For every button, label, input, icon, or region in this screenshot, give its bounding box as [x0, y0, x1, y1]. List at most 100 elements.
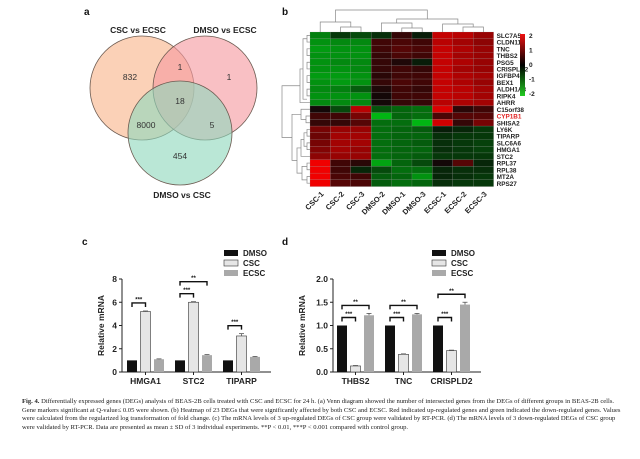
heatmap-cell — [452, 72, 474, 80]
heatmap-cell — [391, 45, 413, 53]
heatmap-cell — [411, 172, 433, 180]
heatmap-cell — [452, 125, 474, 133]
heatmap-cell — [330, 31, 351, 39]
heatmap-cell — [473, 119, 494, 127]
heatmap-cell — [473, 65, 494, 73]
heatmap-cell — [350, 52, 372, 60]
heatmap-row-label: RIPK4 — [497, 93, 516, 100]
heatmap-cell — [391, 159, 413, 167]
legend-label-ecsc: ECSC — [243, 269, 265, 278]
y-tick-label: 0.5 — [316, 344, 328, 354]
heatmap-cell — [391, 38, 413, 46]
heatmap-cell — [350, 166, 372, 174]
venn-count-3: 1 — [227, 72, 232, 82]
heatmap-row-label: RPL37 — [497, 161, 517, 168]
heatmap-cell — [473, 179, 494, 187]
heatmap-cell — [330, 152, 351, 160]
heatmap-cell — [473, 166, 494, 174]
bar-dmso — [175, 360, 185, 372]
heatmap-cell — [309, 166, 331, 174]
heatmap-cell — [330, 125, 351, 133]
heatmap-cell — [473, 125, 494, 133]
heatmap-cell — [452, 159, 474, 167]
venn-circle-3 — [127, 80, 233, 186]
heatmap-cell — [432, 58, 453, 66]
heatmap-cell — [432, 52, 453, 60]
heatmap-cell — [371, 65, 392, 73]
legend-swatch-csc — [431, 259, 447, 267]
bar-csc — [140, 311, 151, 373]
venn-count-1: 832 — [123, 72, 137, 82]
legend-swatch-ecsc — [432, 270, 446, 276]
x-tick-label: STC2 — [183, 376, 205, 386]
heatmap-cell — [452, 38, 474, 46]
colorbar-tick-label: -1 — [529, 77, 535, 84]
y-tick-label: 0 — [112, 367, 117, 377]
heatmap-cell — [350, 38, 372, 46]
heatmap-cell — [473, 31, 494, 39]
heatmap-cell — [411, 139, 433, 147]
heatmap-cell — [452, 58, 474, 66]
heatmap-cell — [452, 179, 474, 187]
heatmap-cell — [371, 119, 392, 127]
heatmap-row-label: RPS27 — [497, 181, 518, 188]
heatmap-cell — [432, 139, 453, 147]
significance-bracket — [437, 316, 453, 322]
heatmap-cell — [473, 172, 494, 180]
heatmap-cell — [473, 139, 494, 147]
heatmap-cell — [432, 179, 453, 187]
heatmap-cell — [391, 105, 413, 113]
heatmap-cell — [350, 31, 372, 39]
bar-dmso — [337, 325, 347, 372]
heatmap-cell — [391, 92, 413, 100]
dendrogram-branch — [381, 22, 413, 32]
heatmap-cell — [452, 78, 474, 86]
heatmap-cell — [350, 112, 372, 120]
heatmap-cell — [452, 31, 474, 39]
heatmap-cell — [350, 92, 372, 100]
heatmap-row-label: CLDN11 — [497, 40, 522, 47]
heatmap-row-label: THBS2 — [497, 53, 518, 60]
heatmap-cell — [371, 159, 392, 167]
heatmap-cell — [411, 31, 433, 39]
heatmap-row-label: CRISPLD2 — [497, 67, 529, 74]
bar-csc — [236, 335, 247, 373]
panel-letter-d: d — [282, 237, 288, 248]
heatmap-cell — [452, 139, 474, 147]
heatmap-cell — [371, 105, 392, 113]
heatmap-cell — [330, 78, 351, 86]
heatmap-cell — [432, 119, 453, 127]
legend-swatch-dmso — [432, 250, 446, 256]
heatmap-cell — [411, 72, 433, 80]
heatmap-cell — [371, 92, 392, 100]
heatmap-cell — [432, 146, 453, 154]
heatmap-column-label: CSC-1 — [303, 190, 325, 212]
heatmap-cell — [411, 132, 433, 140]
heatmap-cell — [473, 92, 494, 100]
heatmap-cell — [432, 45, 453, 53]
bar-ecsc — [364, 315, 374, 372]
heatmap-cell — [432, 65, 453, 73]
heatmap-row-label: SLC7A5 — [497, 33, 522, 40]
legend-label-dmso: DMSO — [451, 249, 475, 258]
heatmap-cell — [432, 152, 453, 160]
heatmap-cell — [432, 112, 453, 120]
heatmap-cell — [330, 38, 351, 46]
heatmap-cell — [391, 152, 413, 160]
heatmap-cell — [330, 72, 351, 80]
dendrogram-branch — [306, 75, 310, 83]
heatmap-cell — [411, 85, 433, 93]
dendrogram-branch — [303, 132, 307, 147]
heatmap-cell — [371, 139, 392, 147]
heatmap-cell — [330, 139, 351, 147]
panel-letter-c: c — [82, 237, 88, 248]
heatmap-cell — [473, 78, 494, 86]
heatmap-cell — [330, 179, 351, 187]
heatmap-cell — [309, 132, 331, 140]
heatmap-cell — [371, 85, 392, 93]
heatmap-cell — [309, 159, 331, 167]
colorbar-tick-label: 1 — [529, 48, 533, 55]
heatmap-cell — [473, 38, 494, 46]
heatmap-cell — [309, 112, 331, 120]
heatmap-row-label: MT2A — [497, 174, 515, 181]
